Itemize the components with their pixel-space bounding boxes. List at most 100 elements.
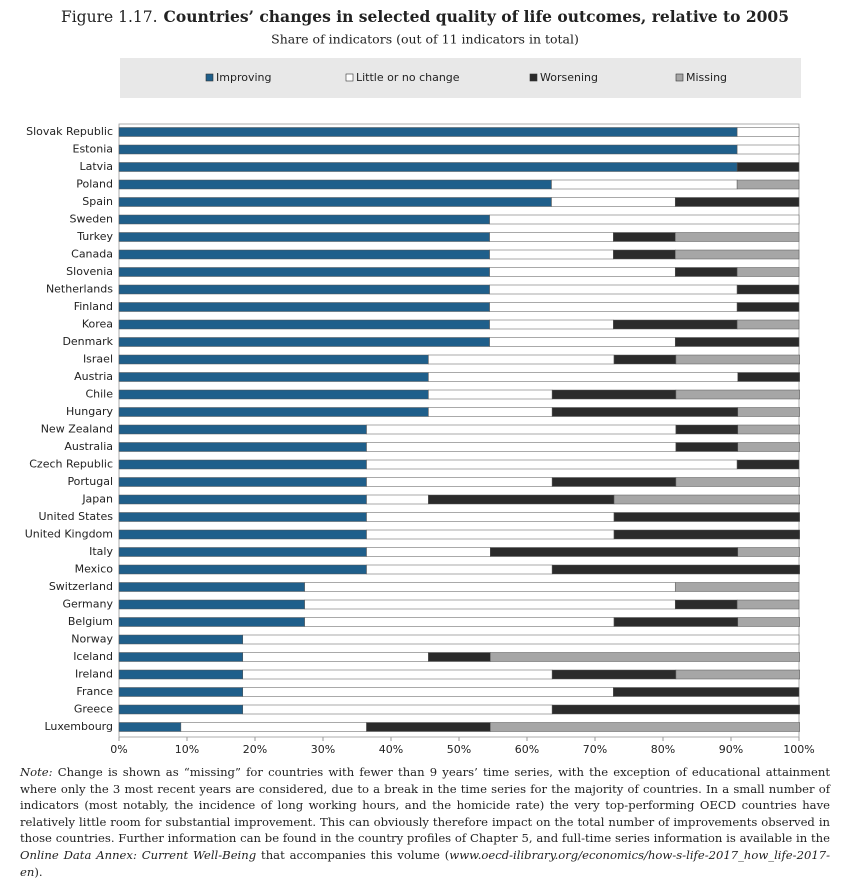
y-tick-label: Norway xyxy=(71,633,113,646)
note: Note: Change is shown as “missing” for c… xyxy=(20,764,830,880)
bar-segment xyxy=(118,704,244,715)
bar-segment xyxy=(242,704,553,715)
bar-segment xyxy=(613,319,738,330)
bar-segment xyxy=(490,722,800,732)
bar-segment xyxy=(551,669,677,680)
y-tick-label: Portugal xyxy=(67,475,113,488)
note-text: that accompanies this volume ( xyxy=(261,847,450,862)
bar-segment xyxy=(366,722,491,732)
y-tick-label: United Kingdom xyxy=(25,528,113,541)
y-tick-label: Slovak Republic xyxy=(26,125,113,138)
bar-segment xyxy=(613,354,677,365)
bar-segment xyxy=(118,512,367,522)
bar-segment xyxy=(674,197,800,207)
y-tick-label: Luxembourg xyxy=(44,720,113,733)
y-tick-label: Israel xyxy=(83,353,113,366)
y-tick-label: Chile xyxy=(85,388,113,401)
bar-segment xyxy=(118,144,738,155)
bar-segment xyxy=(675,477,800,487)
chart-subtitle: Share of indicators (out of 11 indicator… xyxy=(271,32,579,47)
bar-segment xyxy=(428,407,553,417)
bar-segment xyxy=(118,389,429,400)
bar-segment xyxy=(489,232,614,242)
note-text: Online Data Annex: Current Well-Being xyxy=(20,847,257,862)
bar-segment xyxy=(613,249,676,260)
bar-segment xyxy=(551,564,800,575)
y-tick-label: Hungary xyxy=(66,405,113,418)
bar-segment xyxy=(675,354,800,365)
y-tick-label: Sweden xyxy=(70,213,113,226)
y-tick-label: Japan xyxy=(81,493,113,506)
bar-segment xyxy=(736,319,800,330)
bar-segment xyxy=(366,547,491,557)
y-tick-label: Slovenia xyxy=(66,265,113,278)
bar-segment xyxy=(118,459,367,470)
legend-box xyxy=(120,58,801,98)
bar-segment xyxy=(736,267,800,277)
bar-segment xyxy=(118,232,490,242)
x-tick-label: 60% xyxy=(515,743,539,756)
bar-segment xyxy=(489,337,676,347)
bar-segment xyxy=(118,197,552,207)
bar-segment xyxy=(118,669,244,680)
bar-segment xyxy=(736,144,800,155)
bar-segment xyxy=(489,302,738,312)
bar-segment xyxy=(489,267,676,277)
x-tick-label: 50% xyxy=(447,743,471,756)
x-tick-label: 80% xyxy=(651,743,675,756)
bar-segment xyxy=(118,652,244,662)
bar-segment xyxy=(118,372,429,382)
y-tick-label: Mexico xyxy=(75,563,114,576)
y-tick-label: Italy xyxy=(89,545,113,558)
bar-segment xyxy=(737,442,800,452)
bar-segment xyxy=(613,512,800,522)
bar-segment xyxy=(675,442,739,452)
note-text: Change is shown as “missing” for countri… xyxy=(20,765,831,846)
bar-segment xyxy=(118,477,367,487)
figure-label: Figure 1.17. xyxy=(61,8,158,26)
bar-segment xyxy=(118,634,244,645)
bar-segment xyxy=(118,162,738,172)
bar-segment xyxy=(366,424,677,435)
bar-segment xyxy=(737,407,800,417)
bar-segment xyxy=(736,179,800,190)
y-tick-label: Belgium xyxy=(68,615,113,628)
bar-segment xyxy=(736,599,800,610)
bar-segment xyxy=(489,284,738,295)
x-tick-label: 10% xyxy=(175,743,199,756)
bar-segment xyxy=(675,424,739,435)
legend-swatch xyxy=(675,73,684,82)
bar-segment xyxy=(118,354,429,365)
bar-segment xyxy=(551,477,677,487)
bar-segment xyxy=(737,424,800,435)
x-tick-label: 90% xyxy=(719,743,743,756)
x-tick-label: 100% xyxy=(783,743,814,756)
note-label: Note: xyxy=(20,765,53,779)
x-tick-label: 70% xyxy=(583,743,607,756)
bar-segment xyxy=(366,512,615,522)
bar-segment xyxy=(118,284,490,295)
chart: Figure 1.17. Countries’ changes in select… xyxy=(25,7,815,756)
bar-segment xyxy=(118,722,182,732)
bar-segment xyxy=(118,179,552,190)
bar-segment xyxy=(366,459,738,470)
bar-segment xyxy=(366,564,553,575)
y-tick-label: Australia xyxy=(64,440,113,453)
y-tick-label: Estonia xyxy=(73,143,114,156)
bar-segment xyxy=(428,372,739,382)
bar-segment xyxy=(118,687,244,697)
bar-segment xyxy=(180,722,367,732)
y-tick-label: Turkey xyxy=(76,230,113,243)
y-tick-label: Switzerland xyxy=(49,580,113,593)
page: Figure 1.17. Countries’ changes in select… xyxy=(20,7,831,879)
x-tick-label: 30% xyxy=(311,743,335,756)
bar-segment xyxy=(118,249,490,260)
bar-segment xyxy=(613,494,800,505)
bar-segment xyxy=(613,529,800,540)
bar-segment xyxy=(366,442,677,452)
bar-segment xyxy=(736,302,800,312)
bar-segment xyxy=(118,319,490,330)
x-tick-label: 0% xyxy=(110,743,127,756)
y-tick-label: Canada xyxy=(71,248,113,261)
y-tick-label: Finland xyxy=(74,300,113,313)
